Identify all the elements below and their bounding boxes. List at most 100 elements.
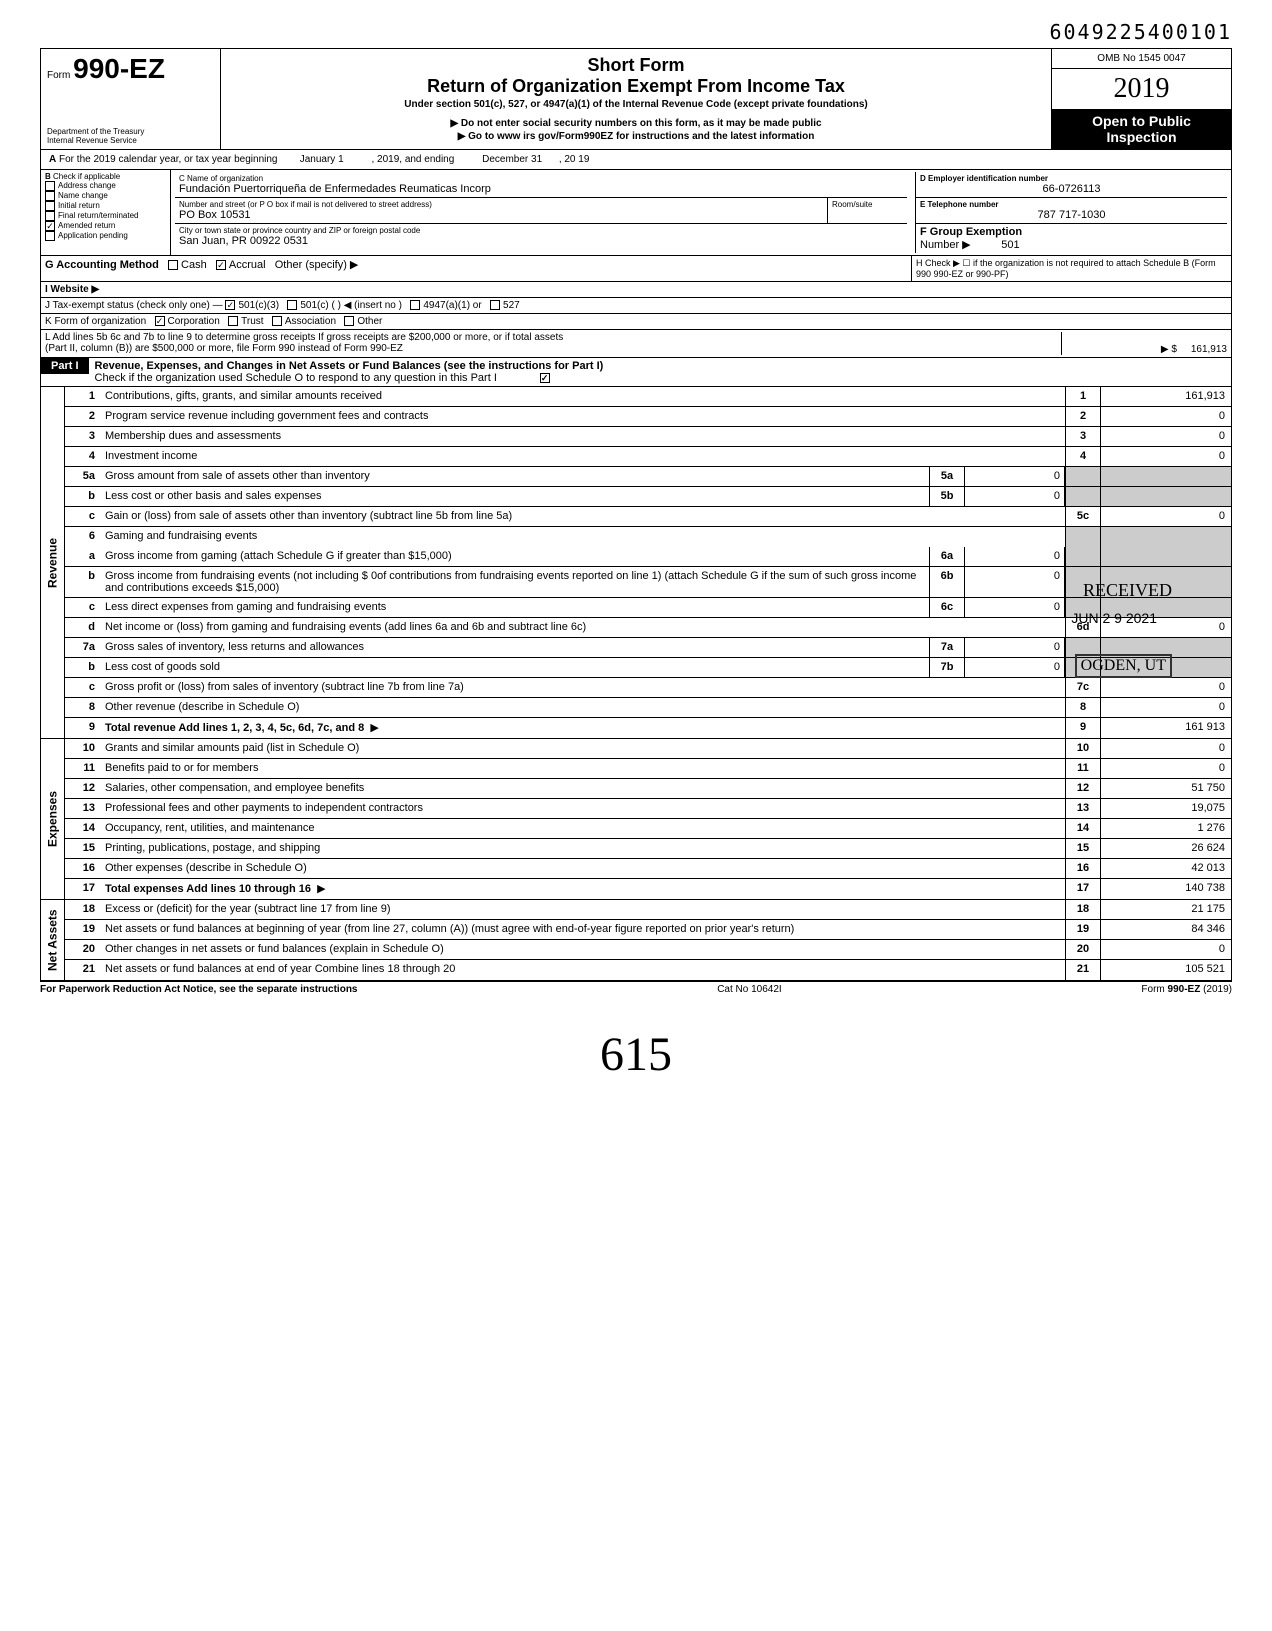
check-accrual[interactable] — [216, 260, 226, 270]
footer-left: For Paperwork Reduction Act Notice, see … — [40, 984, 358, 995]
check-initial[interactable] — [45, 201, 55, 211]
l3-n: 3 — [65, 427, 101, 446]
l12-v: 51 750 — [1101, 779, 1231, 798]
check-name-label: Name change — [58, 191, 108, 200]
l7c-t: Gross profit or (loss) from sales of inv… — [101, 678, 1065, 697]
line-b-label: Check if applicable — [53, 172, 120, 181]
check-501c[interactable] — [287, 300, 297, 310]
street-label: Number and street (or P O box if mail is… — [179, 200, 823, 209]
l17-v: 140 738 — [1101, 879, 1231, 899]
check-corp[interactable] — [155, 316, 165, 326]
l4-t: Investment income — [101, 447, 1065, 466]
check-other[interactable] — [344, 316, 354, 326]
org-street: PO Box 10531 — [179, 209, 823, 221]
l8-t: Other revenue (describe in Schedule O) — [101, 698, 1065, 717]
check-pending[interactable] — [45, 231, 55, 241]
shade-6av — [1101, 547, 1231, 566]
line-k-text: K Form of organization — [45, 316, 146, 327]
shade-6v — [1101, 527, 1231, 547]
l5a-sv: 0 — [965, 467, 1065, 486]
cash-label: Cash — [181, 259, 207, 271]
line-l-val: 161,913 — [1191, 344, 1227, 355]
l21-v: 105 521 — [1101, 960, 1231, 980]
part1-checkbox[interactable] — [540, 373, 550, 383]
accrual-label: Accrual — [229, 259, 266, 271]
l16-t: Other expenses (describe in Schedule O) — [101, 859, 1065, 878]
j-opt1: 501(c)(3) — [238, 300, 279, 311]
f-val: 501 — [1001, 239, 1019, 251]
l5a-t: Gross amount from sale of assets other t… — [101, 467, 929, 486]
l5b-sn: 5b — [929, 487, 965, 506]
l18-n: 18 — [65, 900, 101, 919]
form-number: 990-EZ — [73, 53, 165, 84]
l5a-sn: 5a — [929, 467, 965, 486]
line-a-endmonth: December 31 — [482, 154, 542, 165]
l9-bn: 9 — [1065, 718, 1101, 738]
l6a-sv: 0 — [965, 547, 1065, 566]
l6c-sn: 6c — [929, 598, 965, 617]
l10-t: Grants and similar amounts paid (list in… — [101, 739, 1065, 758]
l7a-t: Gross sales of inventory, less returns a… — [101, 638, 929, 657]
l1-t: Contributions, gifts, grants, and simila… — [101, 387, 1065, 406]
check-501c3[interactable] — [225, 300, 235, 310]
f-number-label: Number ▶ — [920, 239, 971, 251]
line-h: H Check ▶ ☐ if the organization is not r… — [911, 256, 1231, 281]
check-527[interactable] — [490, 300, 500, 310]
shade-5b-v — [1101, 487, 1231, 506]
l9-v: 161 913 — [1101, 718, 1231, 738]
l7b-sn: 7b — [929, 658, 965, 677]
l14-t: Occupancy, rent, utilities, and maintena… — [101, 819, 1065, 838]
check-amended[interactable] — [45, 221, 55, 231]
l6b-t: Gross income from fundraising events (no… — [101, 567, 929, 597]
l17-t: Total expenses Add lines 10 through 16 — [105, 883, 311, 895]
k-other: Other — [357, 316, 382, 327]
l12-bn: 12 — [1065, 779, 1101, 798]
received-stamp: RECEIVED — [1083, 580, 1172, 601]
form-label: Form — [47, 70, 70, 81]
l7a-n: 7a — [65, 638, 101, 657]
check-assoc[interactable] — [272, 316, 282, 326]
check-cash[interactable] — [168, 260, 178, 270]
expenses-label: Expenses — [40, 739, 64, 899]
tax-year: 2019 — [1114, 73, 1170, 105]
l8-bn: 8 — [1065, 698, 1101, 717]
l21-t: Net assets or fund balances at end of ye… — [101, 960, 1065, 980]
l7a-sv: 0 — [965, 638, 1065, 657]
form-subtitle: Under section 501(c), 527, or 4947(a)(1)… — [227, 99, 1045, 110]
l5b-t: Less cost or other basis and sales expen… — [101, 487, 929, 506]
line-g-label: G Accounting Method — [45, 259, 159, 271]
footer-right: Form 990-EZ (2019) — [1141, 984, 1232, 995]
l2-t: Program service revenue including govern… — [101, 407, 1065, 426]
check-4947[interactable] — [410, 300, 420, 310]
check-name[interactable] — [45, 191, 55, 201]
l3-bn: 3 — [1065, 427, 1101, 446]
l17-bn: 17 — [1065, 879, 1101, 899]
check-trust[interactable] — [228, 316, 238, 326]
l16-v: 42 013 — [1101, 859, 1231, 878]
l9-t: Total revenue Add lines 1, 2, 3, 4, 5c, … — [105, 722, 364, 734]
l13-t: Professional fees and other payments to … — [101, 799, 1065, 818]
footer-mid: Cat No 10642I — [717, 984, 782, 995]
part1-label: Part I — [41, 358, 89, 374]
document-number: 6049225400101 — [40, 20, 1232, 44]
check-final[interactable] — [45, 211, 55, 221]
form-title: Return of Organization Exempt From Incom… — [227, 76, 1045, 97]
l15-n: 15 — [65, 839, 101, 858]
goto-url: ▶ Go to www irs gov/Form990EZ for instru… — [227, 131, 1045, 142]
received-date: JUN 2 9 2021 — [1071, 610, 1157, 626]
check-address[interactable] — [45, 181, 55, 191]
room-label: Room/suite — [832, 200, 903, 209]
ein: 66-0726113 — [920, 183, 1223, 195]
l16-n: 16 — [65, 859, 101, 878]
l19-n: 19 — [65, 920, 101, 939]
org-city: San Juan, PR 00922 0531 — [179, 235, 903, 247]
line-b-prefix: B — [45, 172, 51, 181]
e-label: E Telephone number — [920, 200, 999, 209]
l21-n: 21 — [65, 960, 101, 980]
l6d-n: d — [65, 618, 101, 637]
phone: 787 717-1030 — [920, 209, 1223, 221]
line-a-begin: January 1 — [300, 154, 344, 165]
l11-v: 0 — [1101, 759, 1231, 778]
line-j-text: J Tax-exempt status (check only one) — — [45, 300, 225, 311]
l5b-sv: 0 — [965, 487, 1065, 506]
